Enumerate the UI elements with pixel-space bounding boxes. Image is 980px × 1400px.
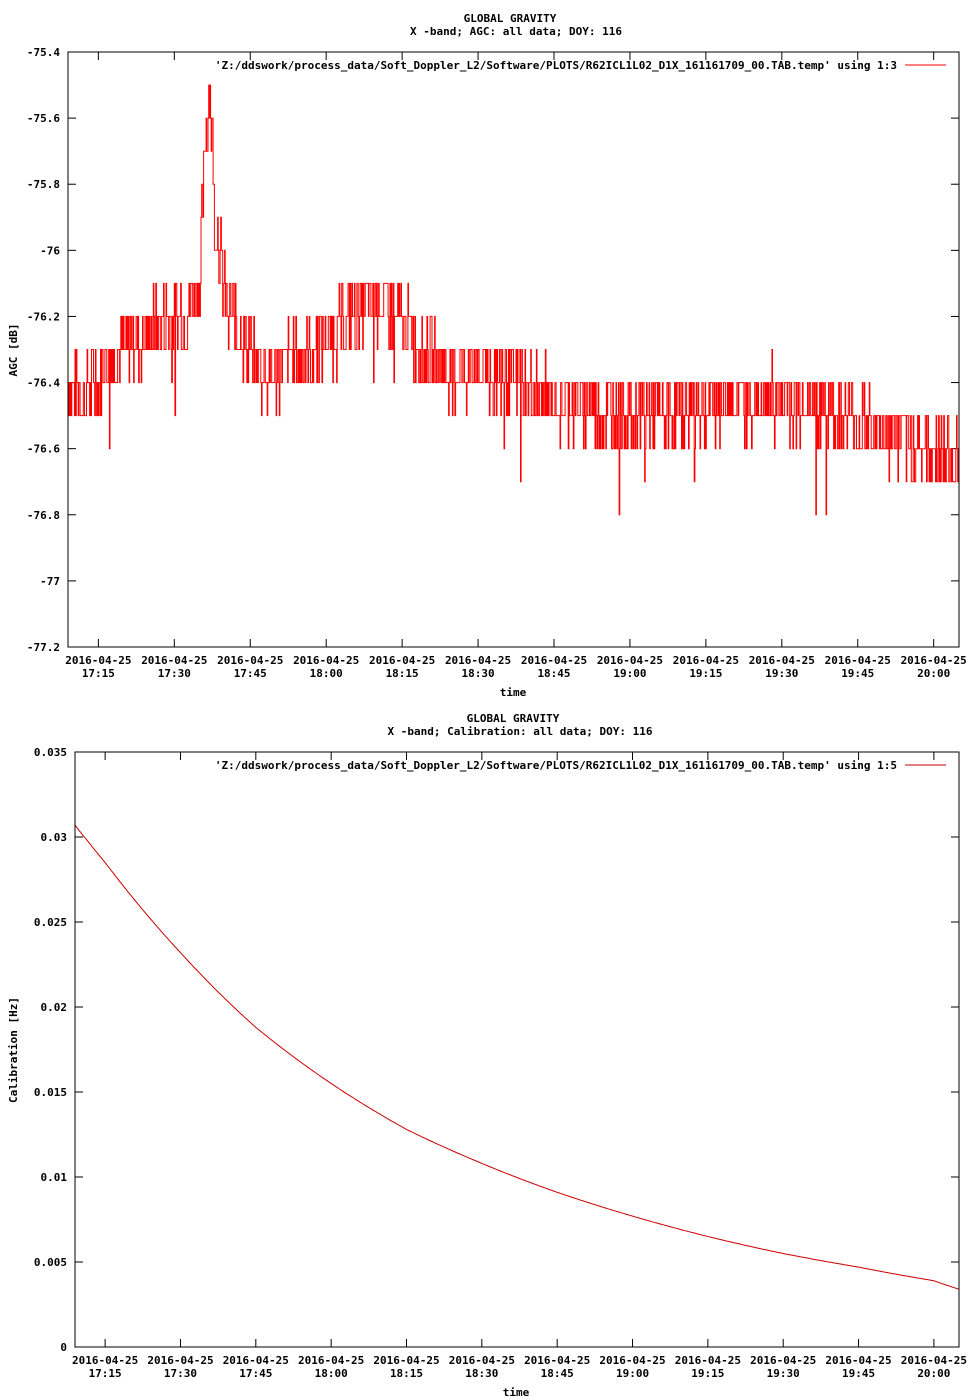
chart2-ytick-label: 0.035	[34, 746, 67, 759]
chart2-xtick-date: 2016-04-25	[825, 1354, 891, 1367]
chart2-xtick-label: 18:00	[315, 1367, 348, 1380]
chart2-title: GLOBAL GRAVITY	[467, 712, 560, 725]
chart1-xtick-label: 18:15	[386, 667, 419, 680]
chart1-ytick-label: -76	[40, 244, 60, 257]
chart1-xlabel: time	[500, 686, 527, 699]
chart2-xtick-date: 2016-04-25	[373, 1354, 439, 1367]
chart2-xtick-date: 2016-04-25	[298, 1354, 364, 1367]
chart1-plot-frame	[67, 51, 960, 648]
chart1-ytick-label: -75.4	[27, 46, 60, 59]
chart2-xtick-label: 18:30	[465, 1367, 498, 1380]
chart1-ytick-label: -76.6	[27, 443, 60, 456]
chart2-xtick-date: 2016-04-25	[599, 1354, 665, 1367]
agc-chart: GLOBAL GRAVITY X -band; AGC: all data; D…	[7, 12, 967, 699]
chart1-ylabel: AGC [dB]	[7, 324, 20, 377]
chart2-ytick-label: 0.03	[41, 831, 68, 844]
chart2-xtick-date: 2016-04-25	[675, 1354, 741, 1367]
chart2-xtick-date: 2016-04-25	[223, 1354, 289, 1367]
chart2-ytick-label: 0.015	[34, 1086, 67, 1099]
chart1-xtick-date: 2016-04-25	[141, 654, 207, 667]
chart1-title: GLOBAL GRAVITY	[464, 12, 557, 25]
chart1-xtick-date: 2016-04-25	[673, 654, 739, 667]
chart2-xtick-label: 17:15	[89, 1367, 122, 1380]
chart1-xtick-date: 2016-04-25	[901, 654, 967, 667]
chart1-xtick-date: 2016-04-25	[749, 654, 815, 667]
chart1-ytick-label: -76.4	[27, 377, 60, 390]
chart1-marks: -75.4 -75.6 -75.8 -76 -76.2 -76.4 -76.6 -76.8 -7…	[27, 46, 967, 680]
chart2-xtick-label: 18:15	[390, 1367, 423, 1380]
chart2-xtick-label: 18:45	[541, 1367, 574, 1380]
chart1-xtick-date: 2016-04-25	[217, 654, 283, 667]
chart1-xtick-date: 2016-04-25	[293, 654, 359, 667]
chart2-xtick-date: 2016-04-25	[449, 1354, 515, 1367]
chart1-xtick-label: 19:00	[613, 667, 646, 680]
chart2-xtick-date: 2016-04-25	[750, 1354, 816, 1367]
chart1-xtick-date: 2016-04-25	[597, 654, 663, 667]
chart2-xtick-label: 19:45	[842, 1367, 875, 1380]
chart2-marks: 0 0.005 0.01 0.015 0.02 0.025 0.03 0.035 2016-04…	[34, 746, 967, 1380]
chart1-ytick-label: -77.2	[27, 641, 60, 654]
chart1-xtick-label: 19:30	[765, 667, 798, 680]
chart2-xtick-label: 19:30	[767, 1367, 800, 1380]
chart1-xtick-date: 2016-04-25	[825, 654, 891, 667]
chart1-xtick-label: 18:00	[310, 667, 343, 680]
chart2-ytick-label: 0.01	[41, 1171, 68, 1184]
chart2-xtick-label: 19:00	[616, 1367, 649, 1380]
chart2-xtick-date: 2016-04-25	[524, 1354, 590, 1367]
chart1-xtick-label: 17:30	[158, 667, 191, 680]
chart2-ytick-label: 0.025	[34, 916, 67, 929]
chart2-plot-frame	[74, 751, 960, 1348]
chart2-subtitle: X -band; Calibration: all data; DOY: 116	[388, 725, 653, 738]
chart1-xtick-date: 2016-04-25	[369, 654, 435, 667]
chart2-xtick-label: 17:45	[239, 1367, 272, 1380]
chart1-xtick-label: 19:45	[841, 667, 874, 680]
chart2-series-0-line	[74, 824, 960, 1290]
chart2-xtick-label: 17:30	[164, 1367, 197, 1380]
chart2-ylabel: Calibration [Hz]	[7, 997, 20, 1103]
chart2-xtick-label: 20:00	[917, 1367, 950, 1380]
chart1-xtick-date: 2016-04-25	[65, 654, 131, 667]
chart2-ytick-label: 0	[60, 1341, 67, 1354]
chart1-xtick-label: 18:30	[462, 667, 495, 680]
chart2-xtick-date: 2016-04-25	[901, 1354, 967, 1367]
chart2-ytick-label: 0.02	[41, 1001, 68, 1014]
chart1-ytick-label: -75.6	[27, 112, 60, 125]
chart1-xtick-label: 20:00	[917, 667, 950, 680]
chart1-ytick-label: -77	[40, 575, 60, 588]
chart2-xtick-date: 2016-04-25	[147, 1354, 213, 1367]
chart1-xtick-label: 17:45	[234, 667, 267, 680]
chart2-xtick-date: 2016-04-25	[72, 1354, 138, 1367]
calibration-chart: GLOBAL GRAVITY X -band; Calibration: all…	[7, 712, 967, 1399]
chart1-ytick-label: -75.8	[27, 178, 60, 191]
chart1-xtick-date: 2016-04-25	[445, 654, 511, 667]
chart2-ytick-label: 0.005	[34, 1256, 67, 1269]
chart1-xtick-label: 17:15	[82, 667, 115, 680]
chart1-legend-label: 'Z:/ddswork/process_data/Soft_Doppler_L2…	[215, 59, 897, 72]
chart1-ytick-label: -76.2	[27, 310, 60, 323]
chart1-xtick-date: 2016-04-25	[521, 654, 587, 667]
chart2-xlabel: time	[503, 1386, 530, 1399]
chart1-ytick-label: -76.8	[27, 509, 60, 522]
chart1-xtick-label: 18:45	[537, 667, 570, 680]
chart2-legend-label: 'Z:/ddswork/process_data/Soft_Doppler_L2…	[215, 759, 897, 772]
chart1-xtick-label: 19:15	[689, 667, 722, 680]
chart1-series-0-line	[68, 84, 959, 516]
chart2-xtick-label: 19:15	[691, 1367, 724, 1380]
chart1-subtitle: X -band; AGC: all data; DOY: 116	[410, 25, 622, 38]
